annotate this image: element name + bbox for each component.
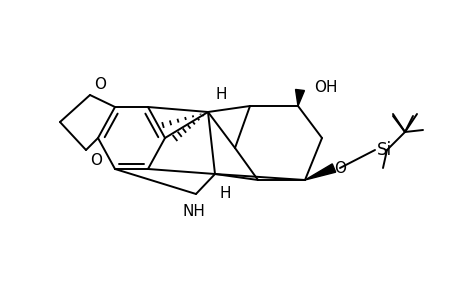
Polygon shape bbox=[304, 164, 335, 180]
Polygon shape bbox=[295, 89, 304, 106]
Text: NH: NH bbox=[182, 204, 205, 219]
Text: Si: Si bbox=[376, 141, 391, 159]
Text: O: O bbox=[333, 160, 345, 175]
Text: O: O bbox=[94, 77, 106, 92]
Text: H: H bbox=[219, 186, 231, 201]
Text: H: H bbox=[216, 87, 227, 102]
Text: O: O bbox=[90, 153, 102, 168]
Text: OH: OH bbox=[313, 80, 337, 95]
